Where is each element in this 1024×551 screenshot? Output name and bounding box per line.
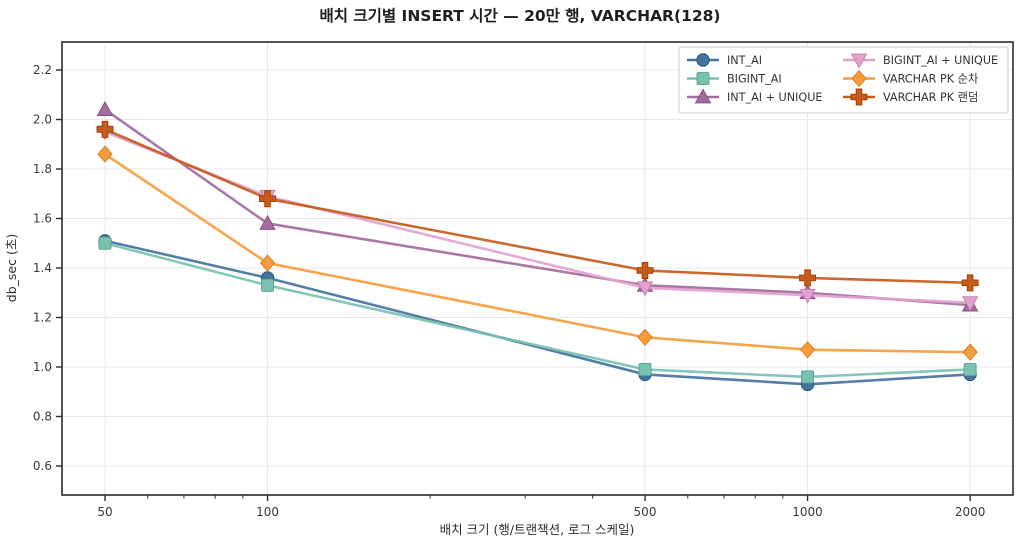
y-tick-label: 1.8	[33, 162, 52, 176]
data-point	[963, 362, 977, 376]
y-tick-label: 1.4	[33, 261, 52, 275]
data-point	[96, 100, 114, 116]
y-tick-label: 2.0	[33, 113, 52, 127]
x-axis-label: 배치 크기 (행/트랜잭션, 로그 스케일)	[440, 522, 635, 537]
y-tick-label: 1.0	[33, 360, 52, 374]
data-point	[259, 214, 276, 230]
data-point	[637, 328, 653, 346]
legend-entry: VARCHAR PK 랜덤	[843, 88, 978, 106]
legend-label: BIGINT_AI	[727, 73, 782, 86]
data-point	[961, 296, 979, 312]
data-point	[799, 341, 816, 359]
y-tick-label: 1.6	[33, 212, 52, 226]
plot-area: 50 100 500 1000 2000 0.6 0.8 1.0 1.2 1.4 1.6 1.8 2.0…	[33, 41, 1014, 519]
data-point	[636, 261, 654, 279]
series-VARCHAR-PK-	[96, 120, 979, 292]
y-axis-label: db_sec (초)	[4, 234, 19, 302]
data-point	[98, 236, 112, 250]
data-point	[259, 190, 277, 208]
series-BIGINT_AI	[98, 236, 977, 384]
legend-label: INT_AI + UNIQUE	[727, 91, 822, 104]
chart-title: 배치 크기별 INSERT 시간 — 20만 행, VARCHAR(128)	[319, 7, 720, 25]
data-point	[261, 278, 275, 292]
legend-label: INT_AI	[727, 54, 762, 67]
x-tick-label: 500	[634, 505, 657, 519]
data-point	[259, 254, 276, 272]
data-point	[97, 145, 113, 163]
legend-marker	[851, 69, 867, 88]
legend-marker	[850, 88, 868, 106]
legend-marker	[850, 53, 868, 69]
data-point	[638, 362, 652, 376]
legend-entry: VARCHAR PK 순차	[843, 69, 978, 88]
legend-label: VARCHAR PK 순차	[883, 73, 978, 86]
legend-label: BIGINT_AI + UNIQUE	[883, 54, 998, 67]
data-point	[799, 288, 816, 304]
x-tick-label: 1000	[792, 505, 823, 519]
legend-entry: INT_AI + UNIQUE	[687, 88, 822, 104]
data-point	[962, 343, 978, 361]
legend-box	[678, 46, 1009, 114]
legend-marker	[696, 72, 710, 85]
data-point	[801, 370, 815, 384]
x-tick-label: 100	[256, 505, 279, 519]
legend-entry: INT_AI	[687, 53, 762, 67]
y-tick-label: 2.2	[33, 63, 52, 77]
data-point	[799, 269, 817, 287]
legend-marker	[696, 53, 710, 67]
legend: INT_AI BIGINT_AI INT_AI + UNIQUE BIGINT_AI …	[678, 46, 1009, 114]
legend-entry: BIGINT_AI + UNIQUE	[843, 53, 998, 69]
y-tick-label: 0.6	[33, 459, 52, 473]
x-tick-label: 50	[97, 505, 112, 519]
data-point	[96, 120, 114, 138]
series-VARCHAR-PK-	[97, 145, 978, 361]
x-tick-label: 2000	[955, 505, 986, 519]
y-tick-label: 0.8	[33, 410, 52, 424]
data-point	[636, 281, 654, 297]
legend-marker	[694, 88, 712, 104]
legend-label: VARCHAR PK 랜덤	[883, 91, 978, 104]
data-point	[961, 274, 979, 292]
legend-entry: BIGINT_AI	[687, 72, 782, 86]
y-tick-label: 1.2	[33, 311, 52, 325]
